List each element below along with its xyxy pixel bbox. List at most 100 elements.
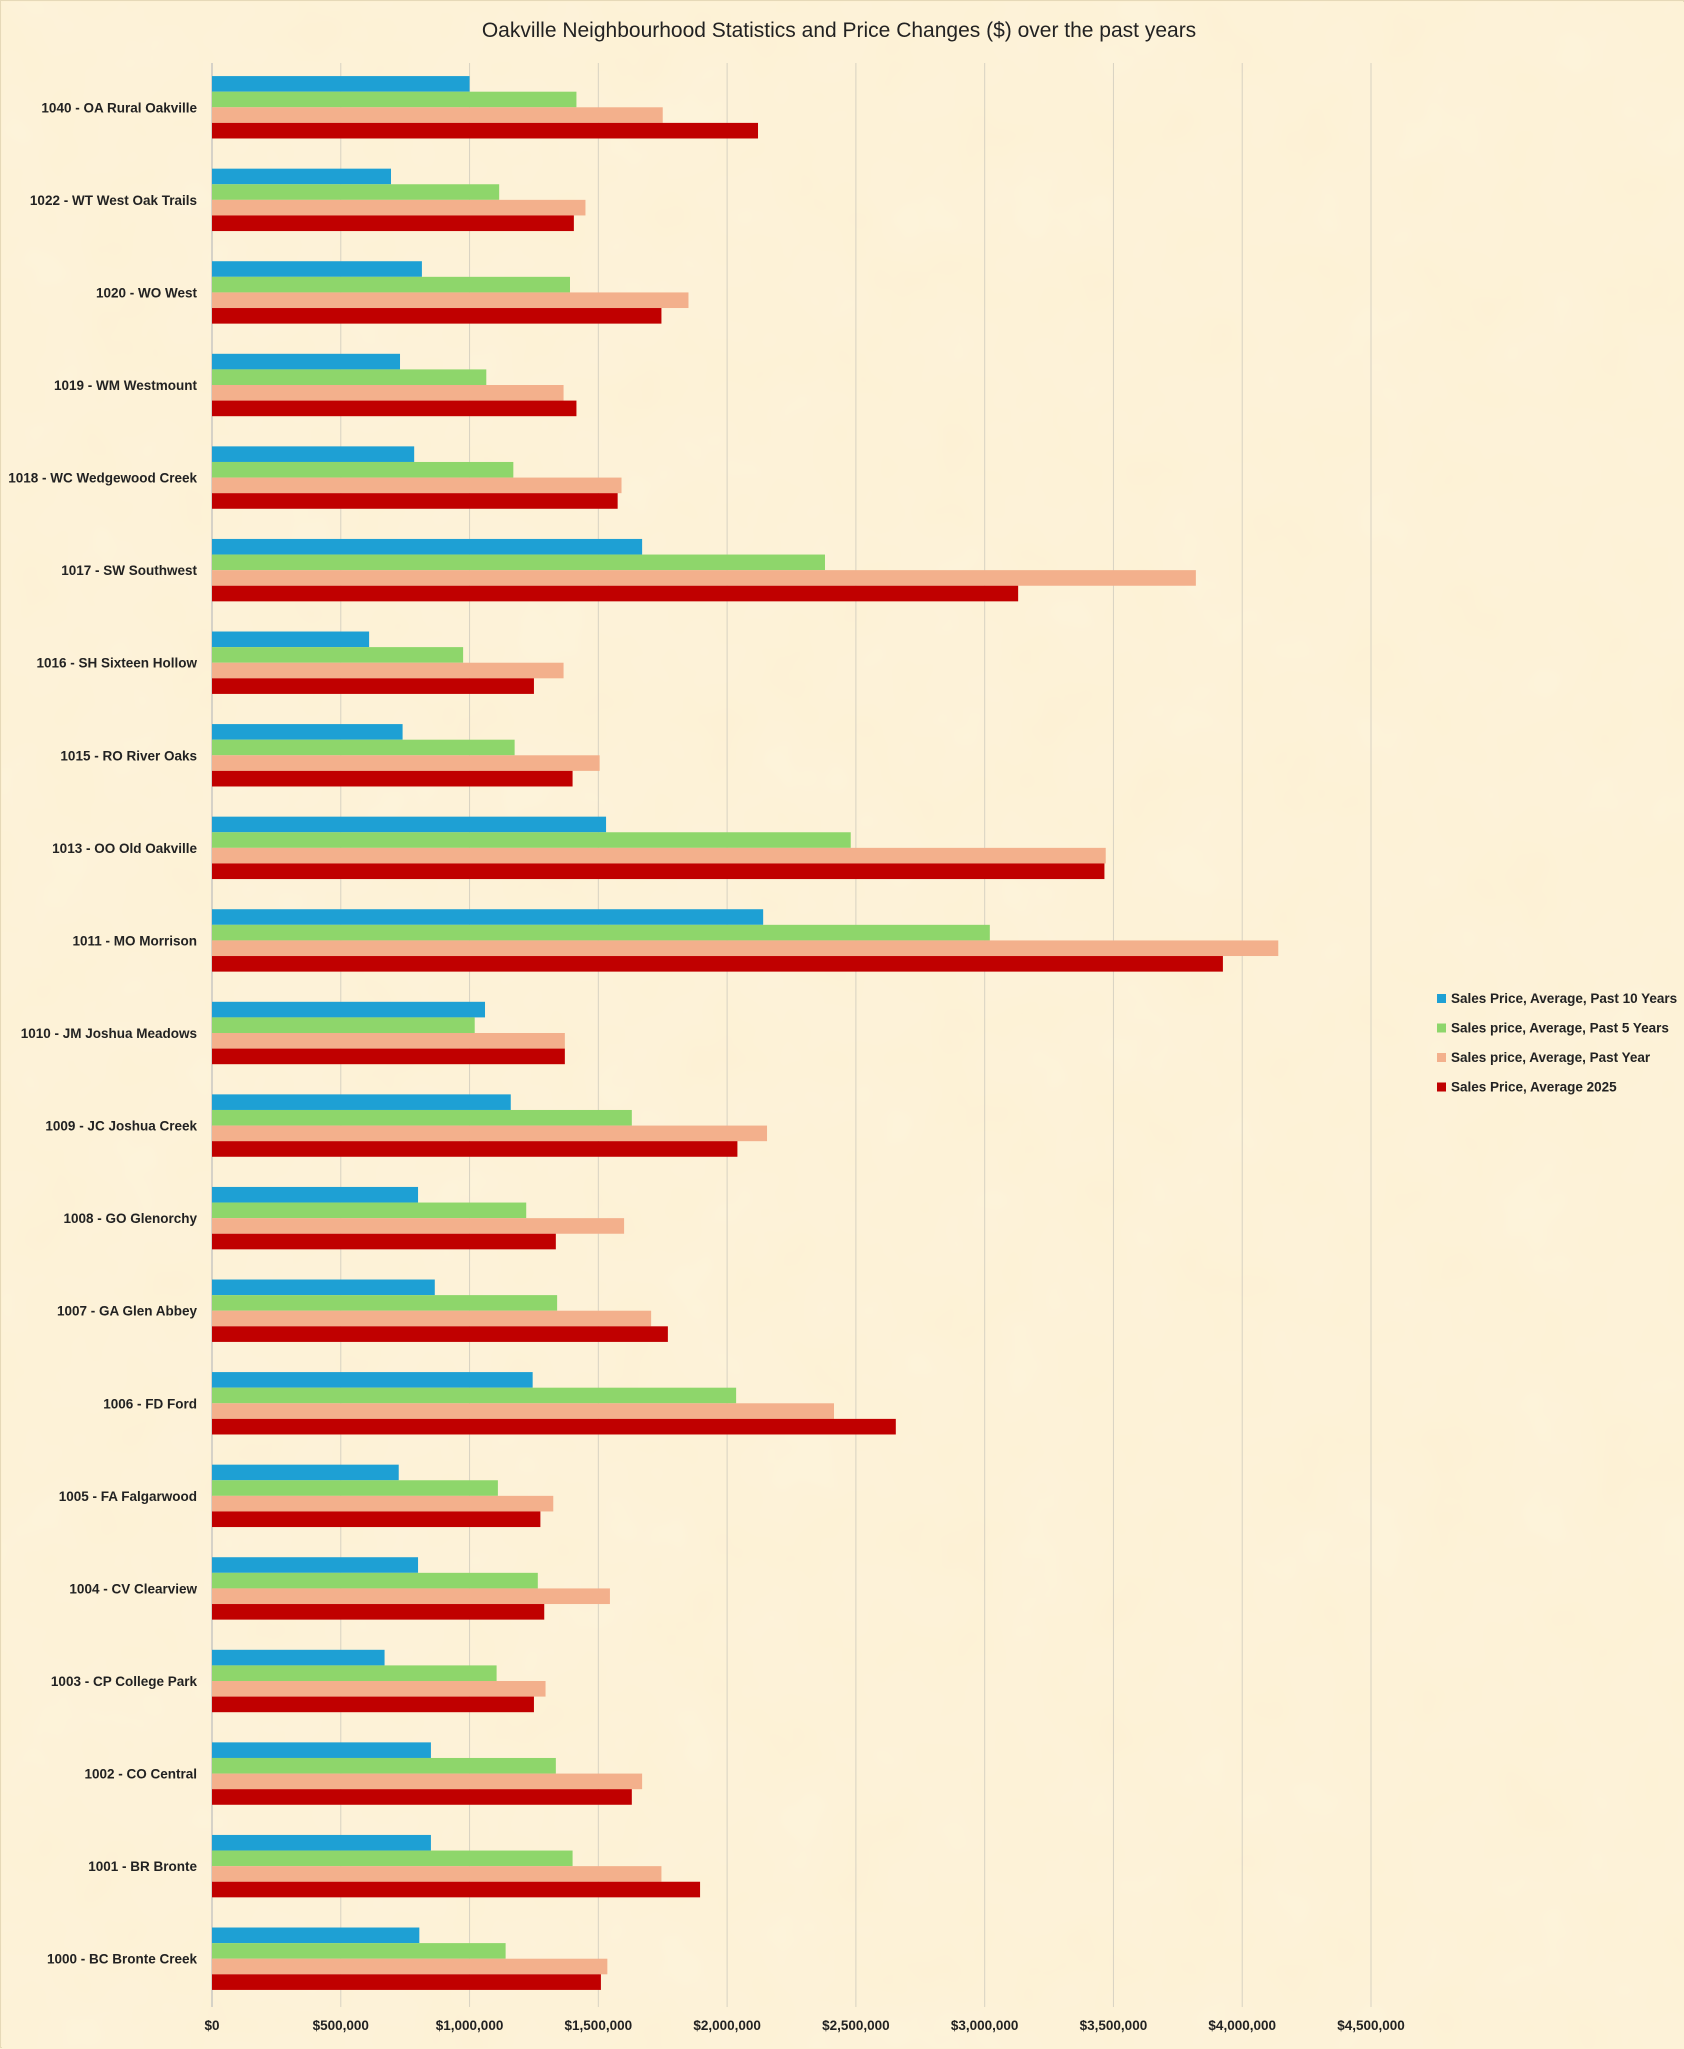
bar [212, 724, 403, 740]
bar [212, 1295, 558, 1311]
bar [212, 1866, 662, 1882]
bar [212, 199, 586, 216]
bar [212, 369, 487, 385]
x-tick-label: $2,000,000 [693, 2018, 761, 2033]
category-label: 1000 - BC Bronte Creek [47, 1952, 198, 1967]
category-label: 1019 - WM Westmount [54, 378, 198, 393]
bar [212, 1696, 534, 1713]
category-label: 1017 - SW Southwest [61, 563, 197, 578]
category-label: 1022 - WT West Oak Trails [30, 193, 197, 208]
bar [212, 1403, 834, 1419]
bar [212, 940, 1279, 957]
bar [212, 1048, 565, 1065]
bar [212, 863, 1105, 880]
category-label: 1009 - JC Joshua Creek [45, 1119, 197, 1134]
bar [212, 554, 825, 571]
bar [212, 1233, 556, 1250]
bar [212, 832, 851, 848]
bar [212, 1958, 608, 1975]
bar [212, 261, 422, 277]
bar [212, 308, 662, 324]
bar [212, 1001, 486, 1018]
bar [212, 924, 990, 941]
bar [212, 678, 534, 694]
bar [212, 1789, 632, 1805]
x-tick-label: $2,500,000 [822, 2018, 890, 2033]
x-axis-ticks: $0 $500,000 $1,000,000 $1,500,000 $2,000,000… [204, 2018, 1404, 2033]
bar [212, 1572, 538, 1589]
bar [212, 585, 1019, 602]
x-tick-label: $1,000,000 [436, 2018, 504, 2033]
bar [212, 1557, 419, 1573]
x-tick-label: $3,500,000 [1080, 2018, 1148, 2033]
bar [212, 662, 564, 679]
bars [212, 76, 1279, 1990]
bar [212, 1974, 601, 1990]
bar [212, 477, 622, 494]
category-label: 1001 - BR Bronte [88, 1859, 197, 1874]
legend: Sales Price, Average, Past 10 Years Sales… [1437, 991, 1677, 1095]
legend-label: Sales price, Average, Past 5 Years [1451, 1021, 1669, 1036]
bar [212, 91, 577, 108]
x-tick-label: $4,500,000 [1337, 2018, 1405, 2033]
bar [212, 1480, 498, 1496]
category-labels: 1040 - OA Rural Oakville 1022 - WT West O… [8, 100, 197, 1966]
bar [212, 1279, 435, 1296]
bar [212, 1773, 643, 1790]
bar [212, 184, 500, 200]
category-label: 1006 - FD Ford [103, 1396, 197, 1411]
bar [212, 353, 401, 370]
bar [212, 400, 577, 417]
bar [212, 1094, 511, 1110]
bar [212, 446, 415, 462]
bar [212, 1649, 385, 1666]
x-tick-label: $4,000,000 [1208, 2018, 1276, 2033]
x-tick-label: $3,000,000 [951, 2018, 1019, 2033]
bar [212, 1033, 565, 1049]
bar [212, 1141, 738, 1157]
legend-label: Sales Price, Average, Past 10 Years [1451, 991, 1677, 1006]
bar [212, 1681, 546, 1697]
bar [212, 1834, 431, 1851]
bar [212, 122, 759, 139]
category-label: 1010 - JM Joshua Meadows [21, 1026, 197, 1041]
bar [212, 1186, 419, 1203]
bar [212, 107, 663, 123]
category-label: 1020 - WO West [96, 285, 198, 300]
category-label: 1018 - WC Wedgewood Creek [8, 471, 197, 486]
bar [212, 1310, 652, 1327]
bar [212, 847, 1106, 864]
legend-label: Sales price, Average, Past Year [1451, 1050, 1651, 1065]
category-label: 1003 - CP College Park [51, 1674, 198, 1689]
bar [212, 1881, 701, 1898]
legend-swatch [1437, 1023, 1446, 1033]
bar [212, 493, 618, 509]
bar [212, 631, 370, 648]
bar [212, 1511, 541, 1528]
bar [212, 909, 764, 925]
x-tick-label: $500,000 [313, 2018, 369, 2033]
category-label: 1013 - OO Old Oakville [52, 841, 197, 856]
bar [212, 1218, 625, 1234]
legend-swatch [1437, 1082, 1446, 1092]
bar [212, 1202, 527, 1219]
bar [212, 1742, 431, 1758]
bar [212, 755, 600, 771]
bar [212, 816, 607, 833]
bar [212, 1387, 737, 1404]
category-label: 1004 - CV Clearview [69, 1581, 197, 1596]
bar [212, 956, 1223, 972]
category-label: 1015 - RO River Oaks [60, 748, 197, 763]
bar [212, 1665, 497, 1681]
bar [212, 1495, 554, 1512]
category-label: 1016 - SH Sixteen Hollow [36, 656, 197, 671]
bar [212, 276, 571, 293]
category-label: 1002 - CO Central [84, 1767, 197, 1782]
bar [212, 647, 464, 663]
bar [212, 1464, 399, 1481]
bar [212, 1372, 533, 1388]
bar [212, 1109, 632, 1126]
bar [212, 739, 515, 756]
